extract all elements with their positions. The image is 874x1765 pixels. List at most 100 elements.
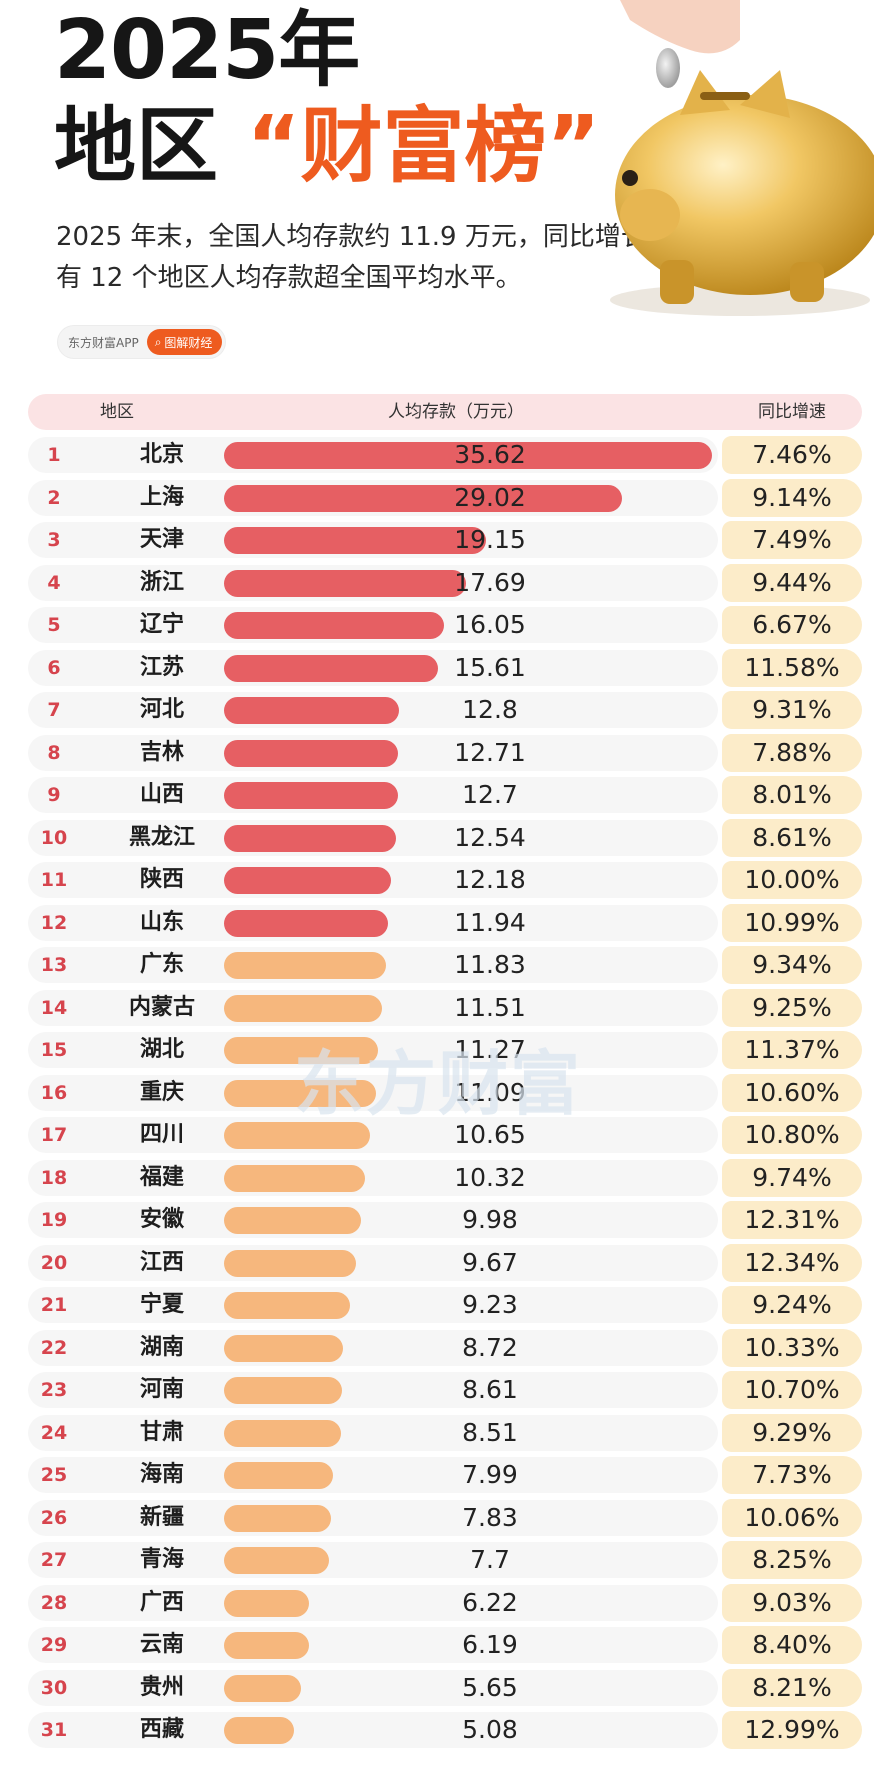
rank-number: 15: [40, 1039, 68, 1061]
watermark-text: 东方财富: [294, 1043, 582, 1125]
row-background: [28, 1669, 718, 1706]
deposit-value: 7.7: [470, 1545, 510, 1574]
table-row: 20 江西 9.67 12.34%: [28, 1242, 862, 1285]
deposit-value: 11.09: [454, 1077, 526, 1107]
table-header: 地区 人均存款（万元） 同比增速: [28, 394, 862, 430]
region-name: 河南: [139, 1377, 184, 1402]
tujie-button-label: 图解财经: [164, 335, 213, 350]
hand-shape: [620, 0, 740, 54]
deposit-value: 17.69: [454, 567, 526, 597]
growth-rate: 9.34%: [722, 946, 862, 984]
row-background: [28, 1244, 718, 1281]
row-background: [28, 1499, 718, 1536]
row-background: [28, 1202, 718, 1238]
region-name: 山东: [139, 909, 184, 935]
deposit-bar: [224, 1419, 341, 1447]
deposit-bar: [224, 1717, 294, 1744]
deposit-bar: [224, 1292, 350, 1319]
growth-rate: 9.44%: [722, 563, 862, 602]
region-name: 海南: [139, 1462, 184, 1487]
table-row: 15 湖北 11.27 11.37%: [28, 1029, 862, 1072]
deposit-bar: [224, 994, 382, 1022]
row-background: [28, 1414, 718, 1451]
deposit-value: 11.83: [454, 950, 526, 979]
rank-number: 25: [40, 1464, 68, 1486]
table-row: 7 河北 12.8 9.31%: [28, 689, 862, 732]
deposit-bar: [224, 1462, 333, 1489]
region-name: 山西: [139, 782, 184, 807]
growth-rate: 10.00%: [722, 861, 862, 899]
region-name: 重庆: [139, 1079, 184, 1105]
rank-number: 7: [47, 699, 61, 721]
table-row: 1 北京 35.62 7.46%: [28, 434, 862, 477]
rank-number: 8: [47, 741, 61, 764]
rank-number: 2: [47, 486, 61, 509]
region-name: 湖北: [139, 1037, 184, 1062]
growth-rate: 10.99%: [722, 903, 862, 942]
row-background: [28, 1457, 718, 1493]
rank-number: 17: [40, 1124, 68, 1146]
rank-number: 22: [40, 1336, 68, 1359]
region-name: 广西: [139, 1589, 184, 1615]
deposit-bar: [224, 1377, 342, 1404]
deposit-bar: [224, 1079, 376, 1107]
rank-number: 21: [40, 1294, 68, 1316]
deposit-value: 8.61: [462, 1375, 518, 1404]
deposit-value: 29.02: [454, 482, 526, 512]
table-row: 9 山西 12.7 8.01%: [28, 774, 862, 817]
row-background: [28, 1117, 718, 1153]
deposit-value: 9.67: [462, 1247, 518, 1277]
tujie-button[interactable]: ⌕ 图解财经: [146, 329, 223, 355]
growth-rate: 10.80%: [722, 1116, 862, 1154]
deposit-value: 10.32: [454, 1162, 526, 1192]
deposit-value: 16.05: [454, 610, 526, 639]
growth-rate: 11.37%: [722, 1031, 862, 1069]
table-row: 18 福建 10.32 9.74%: [28, 1157, 862, 1200]
rank-number: 27: [40, 1549, 68, 1571]
deposit-bar: [224, 1334, 343, 1362]
table-row: 26 新疆 7.83 10.06%: [28, 1497, 862, 1540]
deposit-bar: [224, 697, 399, 724]
deposit-bar: [224, 782, 398, 809]
row-background: [28, 1712, 718, 1748]
growth-rate: 6.67%: [722, 606, 862, 644]
deposit-bar: [224, 909, 388, 937]
table-row: 27 青海 7.7 8.25%: [28, 1539, 862, 1582]
region-name: 福建: [139, 1164, 184, 1190]
deposit-bar: [224, 1122, 370, 1149]
table-row: 16 重庆 11.09 10.60%: [28, 1072, 862, 1115]
rank-number: 19: [40, 1209, 68, 1231]
table-row: 28 广西 6.22 9.03%: [28, 1582, 862, 1625]
growth-rate: 11.58%: [722, 648, 862, 687]
rank-number: 10: [40, 826, 68, 849]
table-row: 14 内蒙古 11.51 9.25%: [28, 987, 862, 1030]
title-year: 2025年: [54, 3, 360, 98]
table-row: 30 贵州 5.65 8.21%: [28, 1667, 862, 1710]
region-name: 西藏: [139, 1717, 184, 1742]
growth-rate: 10.33%: [722, 1328, 862, 1367]
growth-rate: 12.31%: [722, 1201, 862, 1239]
region-name: 宁夏: [139, 1292, 184, 1317]
deposit-value: 5.08: [462, 1715, 518, 1744]
growth-rate: 12.34%: [722, 1243, 862, 1282]
region-name: 上海: [139, 484, 184, 510]
region-name: 黑龙江: [128, 824, 195, 850]
deposit-bar: [224, 612, 444, 639]
growth-rate: 9.74%: [722, 1158, 862, 1197]
table-row: 29 云南 6.19 8.40%: [28, 1624, 862, 1667]
region-name: 青海: [139, 1547, 184, 1572]
deposit-bar: [224, 1589, 309, 1617]
deposit-bar: [224, 654, 438, 682]
rank-number: 18: [40, 1166, 68, 1189]
rank-number: 28: [40, 1591, 68, 1614]
deposit-value: 9.23: [462, 1290, 518, 1319]
deposit-value: 11.51: [454, 992, 526, 1022]
deposit-value: 8.72: [462, 1332, 518, 1362]
rank-number: 26: [40, 1506, 68, 1529]
row-background: [28, 1372, 718, 1408]
table-row: 22 湖南 8.72 10.33%: [28, 1327, 862, 1370]
region-name: 云南: [139, 1632, 184, 1657]
table-row: 10 黑龙江 12.54 8.61%: [28, 817, 862, 860]
deposit-bar: [224, 1674, 301, 1702]
row-background: [28, 1287, 718, 1323]
